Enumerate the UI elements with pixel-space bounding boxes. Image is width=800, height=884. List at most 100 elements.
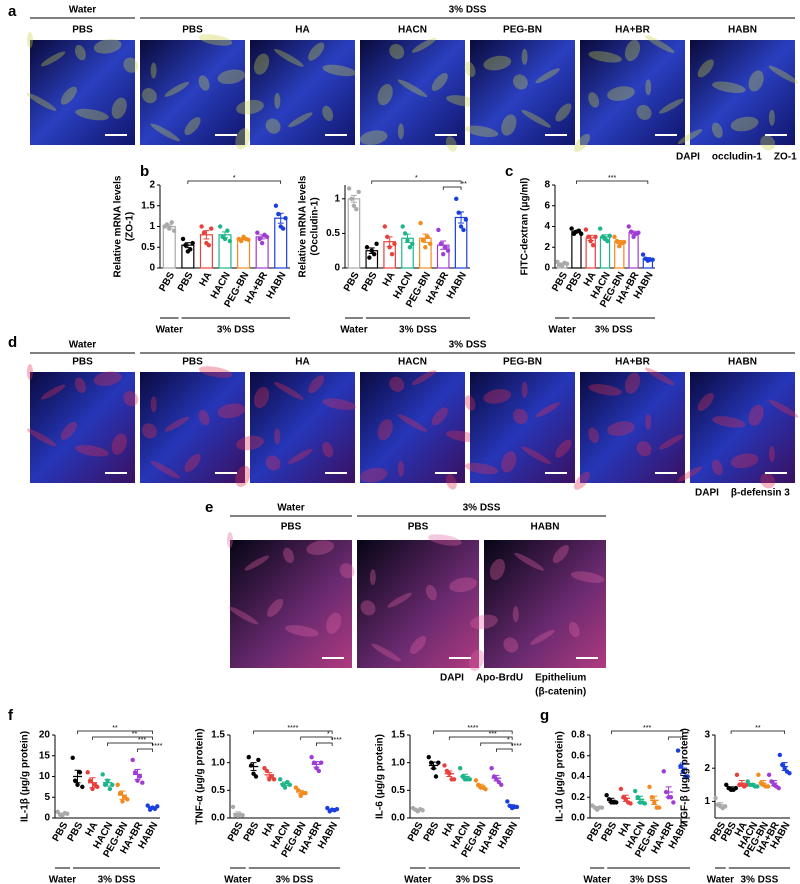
tissue-texture xyxy=(464,462,499,475)
tissue-texture xyxy=(184,117,201,136)
group-label: Water xyxy=(224,875,252,884)
tissue-texture xyxy=(93,38,122,54)
significance-bracket xyxy=(300,736,333,740)
tissue-texture xyxy=(711,122,723,139)
panel-label: a xyxy=(8,3,17,20)
data-point xyxy=(588,238,593,244)
tissue-texture xyxy=(75,445,109,457)
legend-label: ZO-1 xyxy=(774,152,797,163)
significance-label: *** xyxy=(608,175,616,182)
data-point xyxy=(230,804,236,810)
data-point xyxy=(325,805,330,811)
data-point xyxy=(188,247,193,252)
data-point xyxy=(225,228,230,233)
tissue-texture xyxy=(253,386,270,409)
data-point xyxy=(369,248,374,253)
y-tick-label: 1.0 xyxy=(391,757,405,768)
data-point xyxy=(640,252,646,257)
significance-label: ** xyxy=(132,731,138,738)
data-point xyxy=(278,777,283,782)
micrograph xyxy=(140,40,245,145)
y-axis-label: Relative mRNA levels xyxy=(113,175,124,277)
significance-bracket xyxy=(730,730,785,734)
tissue-texture xyxy=(512,74,528,90)
tissue-texture xyxy=(514,552,544,571)
data-point xyxy=(579,231,584,236)
data-point xyxy=(356,189,361,195)
data-point xyxy=(473,778,479,783)
significance-bracket xyxy=(576,180,649,184)
tissue-texture xyxy=(555,103,572,122)
data-point xyxy=(604,792,609,798)
data-point xyxy=(777,752,783,758)
tissue-texture xyxy=(217,69,246,85)
tissue-texture xyxy=(768,109,775,126)
significance-bracket xyxy=(611,730,684,734)
data-point xyxy=(599,805,605,810)
y-tick-label: 0.0 xyxy=(211,813,225,824)
group-label: Water xyxy=(548,325,576,336)
data-point xyxy=(647,784,652,790)
tissue-texture xyxy=(464,125,499,138)
data-point xyxy=(713,795,718,801)
data-point xyxy=(125,797,130,802)
significance-bracket xyxy=(107,742,153,746)
data-point xyxy=(461,227,466,233)
significance-label: *** xyxy=(138,737,146,744)
micrograph xyxy=(470,372,575,483)
data-point xyxy=(105,778,110,783)
tissue-texture xyxy=(568,621,580,638)
image-label: HA+BR xyxy=(615,357,651,368)
tissue-texture xyxy=(322,441,334,458)
panel-label: b xyxy=(140,163,149,180)
tissue-texture xyxy=(512,606,519,623)
data-point xyxy=(282,785,288,790)
data-point xyxy=(668,795,674,800)
y-tick-label: 0 xyxy=(334,263,340,274)
data-point xyxy=(77,770,83,775)
data-point xyxy=(722,804,728,809)
data-point xyxy=(273,203,279,208)
tissue-texture xyxy=(253,53,270,75)
data-point xyxy=(605,238,610,244)
data-point xyxy=(614,800,619,805)
data-point xyxy=(169,220,174,225)
significance-bracket xyxy=(442,186,462,190)
tissue-texture xyxy=(274,381,304,400)
data-point xyxy=(583,227,589,232)
y-tick-label: 1.5 xyxy=(211,730,225,741)
image-label: PBS xyxy=(182,25,203,36)
tissue-texture xyxy=(387,592,412,608)
tissue-texture xyxy=(512,408,528,425)
data-point xyxy=(425,234,430,240)
y-tick-label: 0.5 xyxy=(391,785,405,796)
tissue-texture xyxy=(535,68,560,84)
tissue-texture xyxy=(235,128,251,150)
tissue-texture xyxy=(93,371,122,386)
data-point xyxy=(164,222,170,227)
legend-label: Apo-BrdU xyxy=(476,673,523,684)
significance-label: **** xyxy=(331,737,342,744)
data-point xyxy=(555,259,560,264)
tissue-texture xyxy=(198,409,210,426)
data-point xyxy=(635,795,640,800)
data-point xyxy=(87,778,93,783)
data-point xyxy=(569,226,574,231)
data-point xyxy=(155,804,160,809)
significance-bracket xyxy=(77,730,153,734)
tissue-texture xyxy=(464,61,476,78)
tissue-texture xyxy=(501,114,517,136)
data-point xyxy=(209,226,214,231)
data-point xyxy=(436,227,441,233)
micrograph xyxy=(360,40,465,145)
y-tick-label: 0.0 xyxy=(571,813,585,824)
tissue-texture xyxy=(521,109,551,128)
tissue-texture xyxy=(570,571,605,583)
x-tick-label: PBS xyxy=(242,820,262,844)
data-point xyxy=(445,248,451,253)
data-point xyxy=(650,257,655,262)
data-point xyxy=(628,801,633,806)
data-point xyxy=(120,799,125,804)
data-point xyxy=(283,216,288,221)
data-point xyxy=(433,774,439,779)
